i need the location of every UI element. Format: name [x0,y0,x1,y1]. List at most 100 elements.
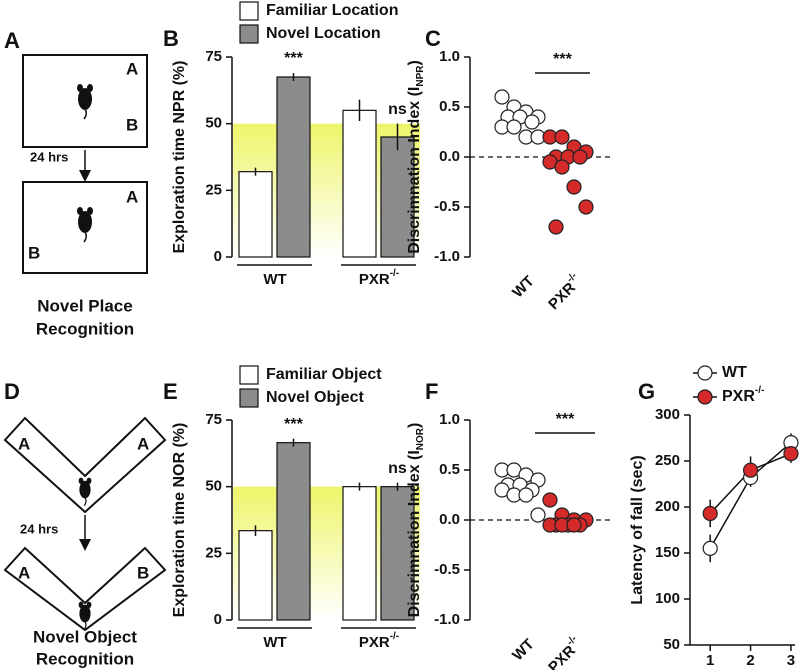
legend-label: Novel Object [266,389,364,406]
y-axis-label-close: ) [406,423,423,428]
corner-label: A [126,187,138,206]
legend-swatch [239,1,259,21]
bar [276,442,311,621]
arm-label: A [137,434,149,453]
panel-letter: B [163,26,179,51]
category-name: WT [263,271,286,288]
category-name: PXR [545,642,579,670]
point [702,540,718,557]
y-tick-label: 250 [655,452,680,469]
legend-marker [697,365,713,381]
panel-letter: G [638,379,655,404]
y-maze [3,546,167,632]
x-tick-label: WT [263,634,286,651]
legend-swatch [239,24,259,44]
corner-label: B [126,115,138,134]
corner-label: B [28,243,40,262]
y-tick-label: 0 [214,248,222,265]
category-name: PXR [545,279,579,313]
significance-label: *** [556,411,575,428]
dot [566,179,582,195]
panel-letter: C [425,26,441,51]
x-tick-label: PXR-/- [359,268,399,288]
dot [578,199,594,215]
dot [554,129,570,145]
y-tick-label: 200 [655,498,680,515]
y-tick-label: 75 [205,411,222,428]
dot [554,159,570,175]
legend-label: Familiar Location [266,2,398,19]
delay-label: 24 hrs [30,149,68,164]
y-tick-label: 50 [205,115,222,132]
y-axis-label-text: Discrimnation Index (I [406,87,423,254]
y-tick-label: 25 [205,544,222,561]
x-tick-label: PXR-/- [543,270,586,313]
category-sup: -/- [390,631,399,642]
point [783,446,799,462]
diagram-a: A A B 24 hrs A B Novel Place Recognition [4,28,148,338]
dot [566,517,582,533]
bar [238,530,273,621]
x-tick-label: 3 [787,652,795,669]
y-tick-label: 75 [205,48,222,65]
arm-label: A [18,563,30,582]
x-tick-label: 1 [706,652,714,669]
dot [542,492,558,508]
y-maze [3,416,167,514]
dot [524,114,540,130]
caption: Recognition [36,319,134,338]
point [702,505,718,522]
legend-swatch [239,388,259,408]
bar [342,109,377,258]
category-name: WT [509,273,538,302]
legend-label: Novel Location [266,25,381,42]
category-sup: -/- [390,268,399,279]
y-tick-label: -0.5 [434,561,460,578]
annotation: *** [284,416,303,433]
x-tick-label: WT [509,636,538,665]
dot [506,119,522,135]
point [742,462,759,478]
legend-label: WT [722,364,747,381]
y-axis-label: Exploration time NPR (%) [171,61,188,254]
y-tick-label: 50 [663,636,680,653]
legend-swatch [239,365,259,385]
dot [548,219,564,235]
dot [494,89,510,105]
dot [572,149,588,165]
x-tick-label: WT [509,273,538,302]
y-tick-label: 300 [655,406,680,423]
legend-name: PXR [722,388,755,405]
caption: Novel Object [33,627,137,646]
dot [518,487,534,503]
legend-label: PXR-/- [722,385,764,406]
y-tick-label: 0.0 [439,148,460,165]
diagram-d: D A A 24 hrs A B Novel Object Recognitio… [3,379,167,668]
y-tick-label: 100 [655,590,680,607]
y-axis-label-text: Exploration time NPR (%) [171,61,188,254]
significance-label: *** [553,51,572,68]
y-tick-label: 0.0 [439,511,460,528]
panel-letter: A [4,28,20,53]
panel-letter: F [425,379,438,404]
bar [276,76,311,258]
dot [530,507,546,523]
delay-label: 24 hrs [20,521,58,536]
annotation: ns [388,101,407,118]
y-tick-label: 0.5 [439,98,460,115]
y-tick-label: 150 [655,544,680,561]
x-tick-label: PXR-/- [359,631,399,651]
y-tick-label: -0.5 [434,198,460,215]
y-axis-label-text: Latency of fall (sec) [629,455,646,604]
legend-sup: -/- [755,385,764,396]
y-axis-label-close: ) [406,60,423,65]
y-tick-label: 1.0 [439,411,460,428]
caption: Novel Place [37,296,132,315]
y-axis-label: Latency of fall (sec) [629,455,646,604]
category-name: WT [509,636,538,665]
arm-label: B [137,563,149,582]
annotation: ns [388,460,407,477]
y-axis-label-text: Discrimnation Index (I [406,450,423,617]
y-axis-label: Exploration time NOR (%) [171,423,188,618]
